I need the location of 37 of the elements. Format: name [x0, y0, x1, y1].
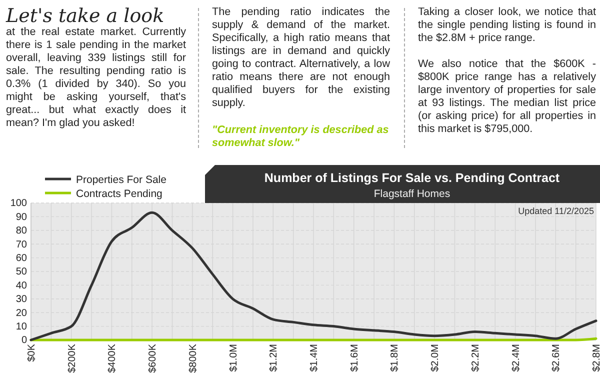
annotation: Updated 11/2/2025 — [518, 206, 594, 216]
x-tick-label: $2.4M — [510, 344, 522, 372]
x-tick-label: $2.2M — [470, 344, 482, 372]
y-tick-label: 60 — [16, 253, 28, 264]
y-tick-label: 80 — [16, 226, 28, 237]
x-tick-label: $2.6M — [551, 344, 562, 372]
text: The pending ratio indicates the supply & demand of the market. Specifically, a high ratio means that listings are in demand and quickly going to contract. Alternatively, a low ratio means there are not enough qualified buyers for the existing supply. — [212, 6, 390, 110]
y-tick-label: 70 — [16, 239, 28, 250]
x-tick-label: $800K — [188, 344, 199, 373]
x-tick-label: $400K — [107, 344, 118, 373]
x-tick-label: $1.2M — [268, 344, 280, 372]
x-tick-label: $1.4M — [309, 344, 320, 372]
x-tick-label: $1.8M — [390, 344, 401, 372]
text: Let's take a look — [6, 5, 166, 27]
legend-label: Contracts Pending — [76, 188, 163, 200]
x-tick-label: $2.8M — [592, 344, 600, 372]
text: We also notice that the $600K - $800K price range has a relatively large inventory of properties for sale at 93 listings. The median list price (or asking price) for all properties in this market is $795,000. — [418, 58, 596, 136]
x-tick-label: $1.0M — [228, 344, 240, 372]
x-tick-label: $0K — [26, 344, 38, 362]
y-tick-label: 10 — [16, 322, 28, 332]
x-tick-label: $200K — [66, 344, 78, 373]
x-tick-label: $1.6M — [349, 344, 360, 372]
legend-label: Properties For Sale — [76, 174, 167, 186]
y-tick-label: 50 — [16, 266, 28, 278]
text: "Current inventory is described as somewhat slow." — [212, 124, 390, 150]
y-tick-label: 100 — [10, 198, 28, 210]
y-tick-label: 30 — [16, 294, 28, 306]
x-tick-label: $600K — [148, 344, 159, 373]
chart-subtitle: Flagstaff Homes — [374, 188, 450, 200]
text: at the real estate market. Currently there is 1 sale pending in the market overall, leaving 339 listings still for sale. The resulting pending ratio is 0.3% (1 divided by 340). So you might be asking yourself, that's great... but what exactly does it mean? I'm glad you asked! — [6, 26, 186, 130]
y-tick-label: 20 — [16, 308, 28, 319]
text: Taking a closer look, we notice that the single pending listing is found in the $2.8M + price range. — [418, 6, 596, 45]
y-tick-label: 40 — [16, 280, 28, 292]
x-tick-label: $2.0M — [430, 344, 442, 372]
chart-title: Number of Listings For Sale vs. Pending Contract — [264, 171, 560, 185]
y-tick-label: 0 — [21, 335, 28, 346]
y-tick-label: 90 — [16, 212, 28, 223]
